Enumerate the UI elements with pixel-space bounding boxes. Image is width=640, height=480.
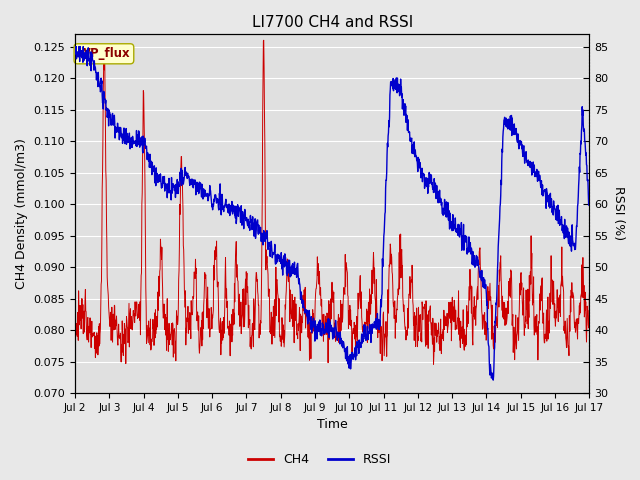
Legend: CH4, RSSI: CH4, RSSI bbox=[243, 448, 397, 471]
X-axis label: Time: Time bbox=[317, 419, 348, 432]
Y-axis label: RSSI (%): RSSI (%) bbox=[612, 186, 625, 240]
Y-axis label: CH4 Density (mmol/m3): CH4 Density (mmol/m3) bbox=[15, 138, 28, 289]
Title: LI7700 CH4 and RSSI: LI7700 CH4 and RSSI bbox=[252, 15, 413, 30]
Text: WP_flux: WP_flux bbox=[77, 48, 130, 60]
